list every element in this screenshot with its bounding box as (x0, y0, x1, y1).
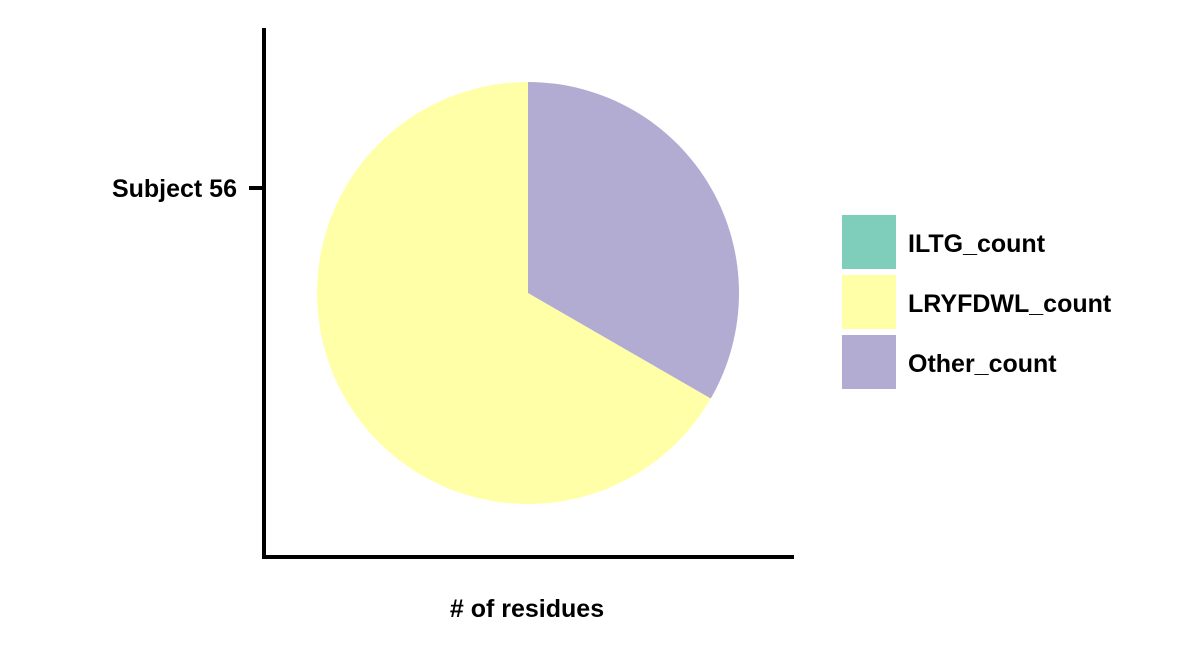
legend: ILTG_count LRYFDWL_count Other_count (842, 215, 1112, 389)
pie-slice-lryfdwl-count (317, 82, 711, 504)
legend-label-iltg: ILTG_count (908, 230, 1046, 258)
y-tick-label: Subject 56 (112, 175, 237, 203)
legend-swatch-lryfdwl (842, 275, 896, 329)
legend-swatch-other (842, 335, 896, 389)
x-axis-title: # of residues (450, 595, 604, 623)
pie-slices (317, 82, 740, 504)
legend-swatch-iltg (842, 215, 896, 269)
pie-slice-other-count (528, 82, 740, 399)
legend-label-other: Other_count (908, 350, 1057, 378)
legend-label-lryfdwl: LRYFDWL_count (908, 290, 1112, 318)
